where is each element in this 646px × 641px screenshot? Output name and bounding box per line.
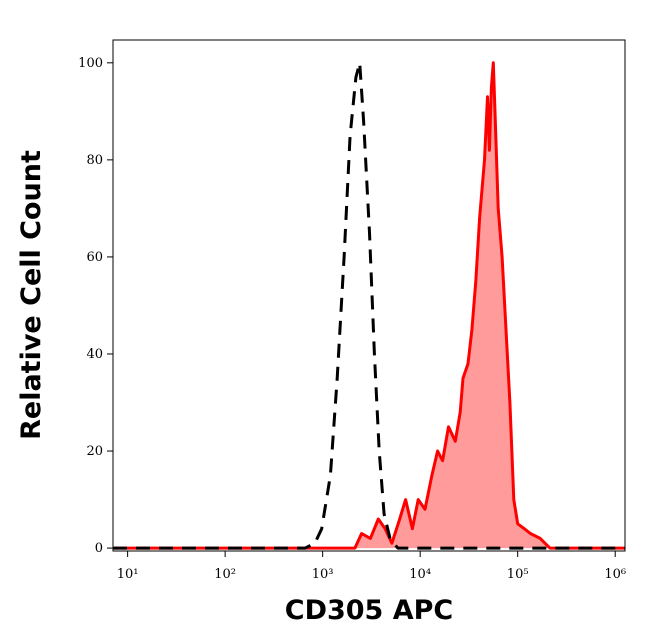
x-tick-label: 10⁵ xyxy=(507,567,529,582)
y-tick-label: 60 xyxy=(86,250,103,265)
x-tick-label: 10³ xyxy=(312,567,334,582)
y-tick-label: 40 xyxy=(86,347,103,362)
x-tick-label: 10⁴ xyxy=(409,567,431,582)
line xyxy=(113,61,625,550)
line xyxy=(113,61,625,550)
y-axis-title: Relative Cell Count xyxy=(16,150,47,440)
x-axis-title: CD305 APC xyxy=(285,595,454,626)
x-tick-label: 10⁶ xyxy=(604,567,626,582)
y-tick-label: 100 xyxy=(78,56,103,71)
x-tick-label: 10¹ xyxy=(117,567,139,582)
y-tick-label: 80 xyxy=(86,153,103,168)
plot-frame xyxy=(112,39,626,552)
y-tick-label: 0 xyxy=(95,541,103,556)
x-tick-label: 10² xyxy=(214,567,236,582)
area xyxy=(113,62,625,549)
y-tick-label: 20 xyxy=(86,444,103,459)
